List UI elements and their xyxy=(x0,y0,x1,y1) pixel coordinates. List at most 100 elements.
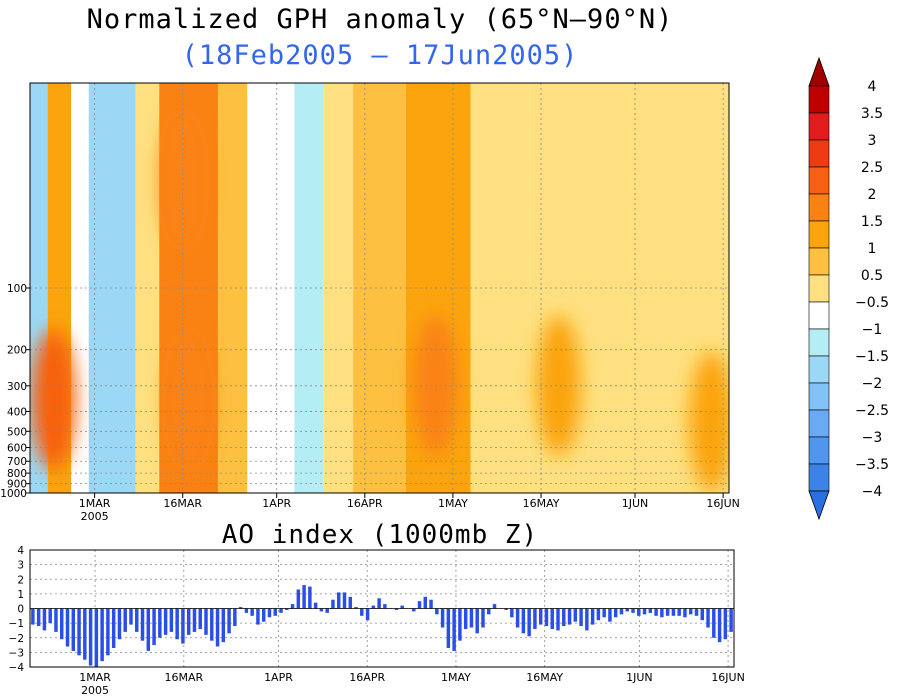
ao-bar xyxy=(111,608,116,648)
ao-bar xyxy=(135,608,139,632)
heatmap-anomaly-1 xyxy=(160,110,205,251)
heatmap-xtick-label: 1MAY xyxy=(438,497,468,510)
ao-xtick-label: 1MAR xyxy=(79,671,111,684)
ao-ytick-label: 2 xyxy=(17,574,24,586)
ao-bar xyxy=(48,608,52,624)
ao-bar xyxy=(550,608,554,629)
ao-bar xyxy=(510,608,514,618)
ao-bar xyxy=(244,608,249,613)
colorbar-label: 3.5 xyxy=(861,106,883,122)
ao-bar xyxy=(175,608,179,640)
heatmap-anomaly-0 xyxy=(31,329,76,470)
ao-bar xyxy=(417,601,422,609)
ao-bar xyxy=(336,592,341,609)
ao-bar xyxy=(706,608,710,628)
ao-ytick-label: 3 xyxy=(17,560,24,572)
ao-bar xyxy=(573,608,578,622)
ao-bar xyxy=(302,585,306,609)
heatmap-stripe-2 xyxy=(71,83,89,493)
ao-bar xyxy=(625,608,629,612)
heatmap-stripe-4 xyxy=(135,83,160,493)
ao-bar xyxy=(238,607,243,609)
colorbar-label: −2.5 xyxy=(855,403,889,419)
heatmap-xtick-label: 1JUN xyxy=(622,497,649,510)
ao-bar xyxy=(458,608,462,641)
ao-bar xyxy=(446,608,451,648)
ao-bar xyxy=(152,608,156,646)
ao-bar xyxy=(233,608,237,627)
heatmap-ytick-label: 700 xyxy=(7,456,27,468)
ao-bar xyxy=(192,608,197,632)
ao-bar xyxy=(65,608,70,647)
ao-bar xyxy=(504,608,508,610)
ao-bar xyxy=(654,608,658,616)
ao-bar xyxy=(631,608,635,613)
ao-bar xyxy=(331,599,335,609)
ao-xtick-label: 1JUN xyxy=(626,671,653,684)
ao-bar xyxy=(665,608,670,616)
ao-bar xyxy=(515,608,520,628)
ao-bar xyxy=(36,608,41,627)
heatmap-ytick-label: 600 xyxy=(7,443,27,455)
ao-bar xyxy=(313,602,318,609)
ao-bar xyxy=(354,607,358,609)
ao-bar xyxy=(325,608,329,613)
colorbar-label: 2.5 xyxy=(861,160,883,176)
ao-bar xyxy=(660,608,664,618)
colorbar-segment xyxy=(808,193,830,222)
heatmap-xtick-sublabel: 2005 xyxy=(81,510,109,523)
ao-bar xyxy=(717,608,722,643)
ao-bar xyxy=(181,608,185,644)
colorbar-label: −3 xyxy=(862,430,883,446)
ao-bar xyxy=(360,608,364,616)
heatmap-xtick-label: 16APR xyxy=(347,497,383,510)
ao-bar xyxy=(712,608,716,638)
ao-bar xyxy=(469,608,474,628)
ao-bar xyxy=(146,608,151,651)
ao-bar xyxy=(123,608,127,632)
ao-bar xyxy=(729,608,733,632)
ao-bar xyxy=(308,586,312,609)
colorbar-segment xyxy=(808,220,830,249)
ao-bar xyxy=(619,608,624,615)
ao-bar xyxy=(613,608,618,618)
ao-bar xyxy=(250,608,254,616)
ao-bar xyxy=(463,608,468,629)
heatmap-stripe-8 xyxy=(294,83,324,493)
ao-bar xyxy=(215,608,220,647)
colorbar-segment xyxy=(808,166,830,195)
colorbar-label: −1 xyxy=(862,322,883,338)
ao-bar xyxy=(567,608,572,625)
ao-bar xyxy=(117,608,122,640)
ao-bar xyxy=(83,608,87,660)
heatmap-ytick-label: 1000 xyxy=(0,488,27,500)
ao-bar xyxy=(88,608,93,666)
ao-bar xyxy=(342,592,347,609)
ao-bar xyxy=(590,608,595,625)
ao-bar xyxy=(544,608,549,627)
colorbar-label: −2 xyxy=(862,376,883,392)
ao-bar xyxy=(296,589,301,609)
colorbar-segment xyxy=(808,409,830,438)
chart-subtitle: (18Feb2005 – 17Jun2005) xyxy=(181,40,579,71)
colorbar-segment xyxy=(808,463,830,492)
ao-xtick-label: 16MAY xyxy=(526,671,563,684)
ao-bar xyxy=(169,608,174,632)
ao-bar xyxy=(429,599,433,609)
heatmap xyxy=(30,83,729,493)
ao-ytick-label: 0 xyxy=(17,604,24,616)
colorbar-label: −0.5 xyxy=(855,295,889,311)
ao-bar xyxy=(267,608,272,618)
ao-ytick-label: −1 xyxy=(9,618,24,630)
ao-bar xyxy=(54,608,58,632)
ao-xtick-label: 16MAR xyxy=(164,671,203,684)
ao-ytick-label: 1 xyxy=(17,589,24,601)
ao-ytick-label: 4 xyxy=(17,545,24,557)
ao-frame xyxy=(29,549,735,668)
ao-bar xyxy=(140,608,145,641)
colorbar-segment xyxy=(808,85,830,114)
ao-bar xyxy=(677,608,681,616)
ao-bar xyxy=(694,608,699,616)
